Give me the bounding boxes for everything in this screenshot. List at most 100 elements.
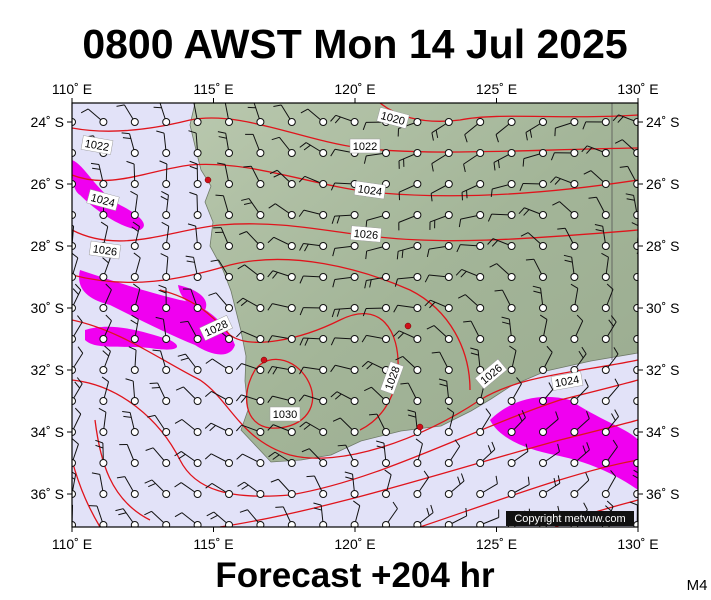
barb-feather bbox=[303, 424, 311, 430]
barb-feather bbox=[456, 244, 461, 253]
wind-barb bbox=[115, 508, 139, 527]
barb-feather bbox=[361, 360, 369, 368]
barb-feather bbox=[336, 308, 341, 317]
wind-barb bbox=[570, 314, 584, 343]
barb-feather bbox=[426, 249, 430, 258]
barb-feather bbox=[174, 419, 183, 424]
barb-feather bbox=[236, 297, 244, 304]
barb-feather bbox=[204, 422, 212, 429]
barb-feather bbox=[539, 314, 548, 320]
wind-barb bbox=[193, 103, 202, 126]
isobar-label: 1022 bbox=[349, 138, 381, 154]
station bbox=[444, 490, 453, 498]
station bbox=[130, 335, 139, 343]
station bbox=[444, 118, 453, 126]
station bbox=[507, 428, 516, 436]
isobar-value: 1026 bbox=[92, 243, 118, 258]
wind-barbs bbox=[60, 103, 638, 527]
lat-label: 30˚ S bbox=[646, 300, 679, 316]
barb-feather bbox=[606, 500, 614, 507]
wind-barb bbox=[217, 162, 233, 188]
station bbox=[72, 304, 76, 312]
station bbox=[193, 397, 202, 405]
wind-barb bbox=[525, 258, 547, 281]
wind-barb bbox=[431, 149, 453, 172]
wind-barb bbox=[493, 149, 516, 171]
station bbox=[476, 211, 485, 219]
barb-feather bbox=[487, 213, 493, 222]
station bbox=[476, 428, 485, 436]
barb-feather bbox=[491, 240, 499, 247]
station bbox=[319, 490, 328, 498]
wind-barb bbox=[119, 443, 139, 467]
barb-feather bbox=[267, 335, 273, 343]
wind-barb bbox=[72, 346, 84, 374]
station bbox=[476, 242, 485, 250]
barb-feather bbox=[614, 378, 620, 387]
barb-feather bbox=[77, 346, 84, 354]
wind-barb bbox=[72, 283, 82, 312]
wind-barb bbox=[382, 469, 392, 498]
wind-barb bbox=[160, 253, 171, 281]
station bbox=[507, 366, 516, 374]
barb-feather bbox=[160, 253, 169, 258]
station bbox=[413, 490, 422, 498]
label-box bbox=[350, 225, 382, 243]
station bbox=[539, 180, 547, 188]
wind-barb bbox=[476, 509, 500, 527]
barb-feather bbox=[582, 445, 587, 454]
barb-feather bbox=[549, 176, 557, 184]
barb-feather bbox=[187, 223, 196, 227]
station bbox=[99, 366, 108, 374]
barb-feather bbox=[487, 445, 492, 453]
barb-feather bbox=[344, 471, 353, 475]
barb-feather bbox=[298, 175, 306, 183]
station bbox=[319, 428, 328, 436]
barb-feather bbox=[457, 476, 461, 485]
wind-barb bbox=[301, 448, 328, 467]
barb-feather bbox=[152, 349, 161, 352]
wind-barb bbox=[245, 133, 265, 157]
barb-feather bbox=[147, 414, 156, 418]
station bbox=[507, 459, 516, 467]
station bbox=[539, 118, 547, 126]
barb-feather bbox=[424, 299, 431, 307]
barb-feather bbox=[582, 121, 587, 130]
wind-barb bbox=[306, 475, 328, 498]
lat-label: 26˚ S bbox=[646, 176, 679, 192]
barb-stem bbox=[636, 398, 638, 402]
barb-feather bbox=[353, 500, 361, 507]
barb-feather bbox=[74, 407, 82, 415]
wind-barb bbox=[121, 132, 139, 157]
station bbox=[256, 180, 265, 188]
station bbox=[287, 459, 296, 467]
station bbox=[256, 490, 265, 498]
barb-feather bbox=[529, 129, 533, 138]
barb-feather bbox=[156, 130, 165, 134]
wind-barb bbox=[376, 440, 390, 467]
barb-feather bbox=[431, 132, 434, 141]
wind-barb bbox=[159, 160, 171, 188]
isobar-value: 1022 bbox=[84, 138, 110, 154]
barb-feather bbox=[60, 194, 68, 195]
barb-feather bbox=[269, 169, 278, 175]
station bbox=[287, 490, 296, 498]
barb-feather bbox=[557, 227, 566, 230]
copyright-box bbox=[506, 511, 634, 526]
station bbox=[130, 490, 139, 498]
barb-feather bbox=[430, 193, 433, 202]
station bbox=[99, 118, 108, 126]
barb-feather bbox=[363, 155, 367, 164]
barb-feather bbox=[267, 303, 273, 311]
barb-feather bbox=[174, 512, 183, 518]
station bbox=[319, 118, 328, 126]
wind-barb bbox=[268, 203, 296, 219]
barb-feather bbox=[177, 353, 186, 357]
barb-feather bbox=[313, 502, 322, 506]
station bbox=[287, 397, 296, 405]
wind-barb bbox=[614, 139, 638, 157]
wind-barb bbox=[396, 242, 422, 260]
wind-barb bbox=[461, 180, 485, 201]
wind-barb bbox=[98, 407, 108, 436]
